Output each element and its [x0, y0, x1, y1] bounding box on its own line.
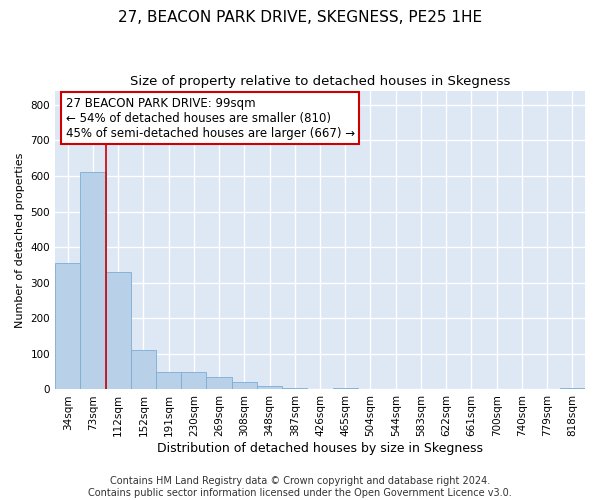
Bar: [131, 350, 156, 390]
Y-axis label: Number of detached properties: Number of detached properties: [15, 152, 25, 328]
Bar: [206, 377, 232, 390]
Title: Size of property relative to detached houses in Skegness: Size of property relative to detached ho…: [130, 75, 510, 88]
Bar: [257, 386, 282, 390]
Bar: [106, 272, 131, 390]
Bar: [156, 372, 181, 390]
Bar: [181, 372, 206, 390]
Bar: [332, 388, 358, 390]
Bar: [80, 172, 106, 390]
Bar: [232, 382, 257, 390]
Text: Contains HM Land Registry data © Crown copyright and database right 2024.
Contai: Contains HM Land Registry data © Crown c…: [88, 476, 512, 498]
Bar: [282, 388, 307, 390]
Text: 27, BEACON PARK DRIVE, SKEGNESS, PE25 1HE: 27, BEACON PARK DRIVE, SKEGNESS, PE25 1H…: [118, 10, 482, 25]
Text: 27 BEACON PARK DRIVE: 99sqm
← 54% of detached houses are smaller (810)
45% of se: 27 BEACON PARK DRIVE: 99sqm ← 54% of det…: [65, 96, 355, 140]
Bar: [560, 388, 585, 390]
Bar: [55, 263, 80, 390]
X-axis label: Distribution of detached houses by size in Skegness: Distribution of detached houses by size …: [157, 442, 483, 455]
